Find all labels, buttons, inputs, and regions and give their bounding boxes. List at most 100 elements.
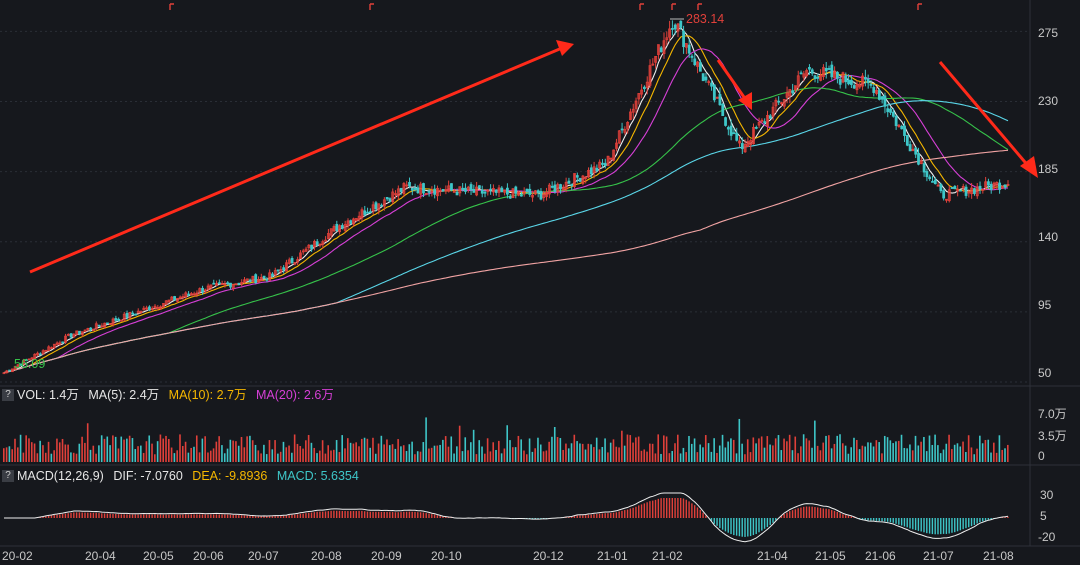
macd-bar bbox=[931, 518, 934, 535]
macd-bar bbox=[115, 513, 117, 518]
volume-bar bbox=[763, 447, 766, 462]
candle-body bbox=[559, 184, 562, 190]
volume-bar bbox=[665, 436, 668, 462]
candle-body bbox=[757, 122, 761, 126]
volume-bar bbox=[358, 446, 360, 462]
candle-body bbox=[483, 191, 487, 194]
volume-bar bbox=[635, 437, 637, 462]
time-tick: 21-06 bbox=[865, 549, 896, 563]
macd-bar bbox=[607, 513, 609, 518]
macd-bar bbox=[266, 516, 268, 518]
volume-bar bbox=[525, 454, 528, 462]
candle-body bbox=[83, 329, 87, 332]
volume-bar bbox=[872, 446, 875, 462]
volume-tick: 7.0万 bbox=[1038, 407, 1067, 421]
candle-body bbox=[391, 191, 395, 203]
volume-bar bbox=[442, 439, 444, 462]
candle-body bbox=[682, 30, 685, 48]
candle-body bbox=[262, 275, 266, 279]
candle-body bbox=[905, 134, 909, 146]
candle-body bbox=[724, 117, 727, 126]
volume-bar bbox=[615, 446, 618, 462]
moving-average-lines bbox=[3, 26, 1009, 374]
pullback-arrow-head bbox=[738, 92, 752, 110]
volume-bar bbox=[81, 436, 83, 462]
price-tick: 50 bbox=[1038, 366, 1052, 380]
macd-bar bbox=[761, 518, 763, 531]
macd-bar bbox=[666, 498, 668, 518]
volume-bar bbox=[53, 450, 55, 462]
macd-bar bbox=[584, 515, 587, 518]
macd-bar bbox=[89, 512, 92, 518]
volume-bar bbox=[307, 434, 310, 462]
macd-help-icon[interactable]: ? bbox=[2, 470, 14, 482]
macd-bar bbox=[696, 507, 699, 518]
macd-bar bbox=[176, 514, 178, 518]
volume-bar bbox=[567, 448, 570, 462]
macd-bar bbox=[260, 516, 262, 518]
candle-body bbox=[385, 196, 389, 200]
low-price-label: 56.09 bbox=[14, 357, 45, 371]
volume-bar bbox=[539, 444, 542, 462]
candle-body bbox=[134, 313, 137, 316]
candle-body bbox=[822, 67, 825, 77]
volume-bar bbox=[467, 450, 469, 462]
macd-bar bbox=[593, 514, 595, 518]
macd-bar bbox=[920, 518, 922, 532]
macd-bar bbox=[123, 514, 125, 518]
macd-bar bbox=[87, 512, 89, 518]
macd-bar bbox=[391, 512, 394, 518]
candle-body bbox=[704, 76, 708, 81]
volume-bar bbox=[257, 450, 260, 462]
candle-body bbox=[606, 155, 610, 166]
candle-body bbox=[998, 182, 1002, 190]
candle-body bbox=[914, 147, 918, 155]
candle-body bbox=[296, 259, 300, 263]
vol-header: VOL: 1.4万 MA(5): 2.4万 MA(10): 2.7万 MA(20… bbox=[17, 387, 340, 403]
candle-body bbox=[933, 179, 937, 185]
macd-bar bbox=[643, 503, 646, 518]
vol-help-icon[interactable]: ? bbox=[2, 389, 14, 401]
event-marker bbox=[369, 3, 374, 10]
macd-bar bbox=[372, 511, 374, 518]
volume-bar bbox=[903, 447, 906, 462]
macd-bar bbox=[296, 514, 299, 518]
volume-bar bbox=[489, 451, 492, 462]
volume-bar bbox=[402, 445, 405, 462]
candle-body bbox=[587, 169, 590, 178]
macd-bar bbox=[881, 518, 883, 522]
candle-body bbox=[33, 353, 37, 360]
volume-bar bbox=[195, 435, 198, 462]
candle-body bbox=[148, 306, 151, 311]
candle-body bbox=[321, 241, 325, 245]
candle-body bbox=[290, 258, 294, 264]
volume-bar bbox=[374, 453, 377, 462]
volume-bar bbox=[103, 438, 106, 462]
candle-body bbox=[458, 186, 462, 194]
volume-bar bbox=[321, 440, 324, 462]
macd-bar bbox=[210, 514, 212, 518]
macd-bar bbox=[923, 518, 925, 533]
volume-bar bbox=[906, 448, 908, 462]
candle-body bbox=[8, 369, 11, 372]
candle-body bbox=[248, 279, 252, 283]
macd-bar bbox=[984, 518, 987, 521]
candle-body bbox=[517, 192, 520, 196]
macd-bar bbox=[81, 512, 83, 518]
volume-bar bbox=[405, 451, 408, 462]
macd-bar bbox=[405, 511, 408, 518]
macd-bar bbox=[624, 510, 626, 518]
volume-bar bbox=[758, 438, 760, 462]
macd-bar bbox=[730, 518, 732, 535]
volume-bar bbox=[802, 434, 805, 462]
volume-bar bbox=[461, 451, 464, 462]
volume-bar bbox=[436, 445, 439, 462]
candle-body bbox=[673, 24, 677, 30]
macd-bar bbox=[394, 512, 397, 518]
volume-bar bbox=[464, 437, 467, 462]
candle-body bbox=[883, 95, 887, 107]
macd-bar bbox=[699, 509, 701, 518]
macd-bar bbox=[688, 501, 690, 518]
macd-bar bbox=[833, 510, 836, 518]
volume-bar bbox=[646, 451, 648, 462]
